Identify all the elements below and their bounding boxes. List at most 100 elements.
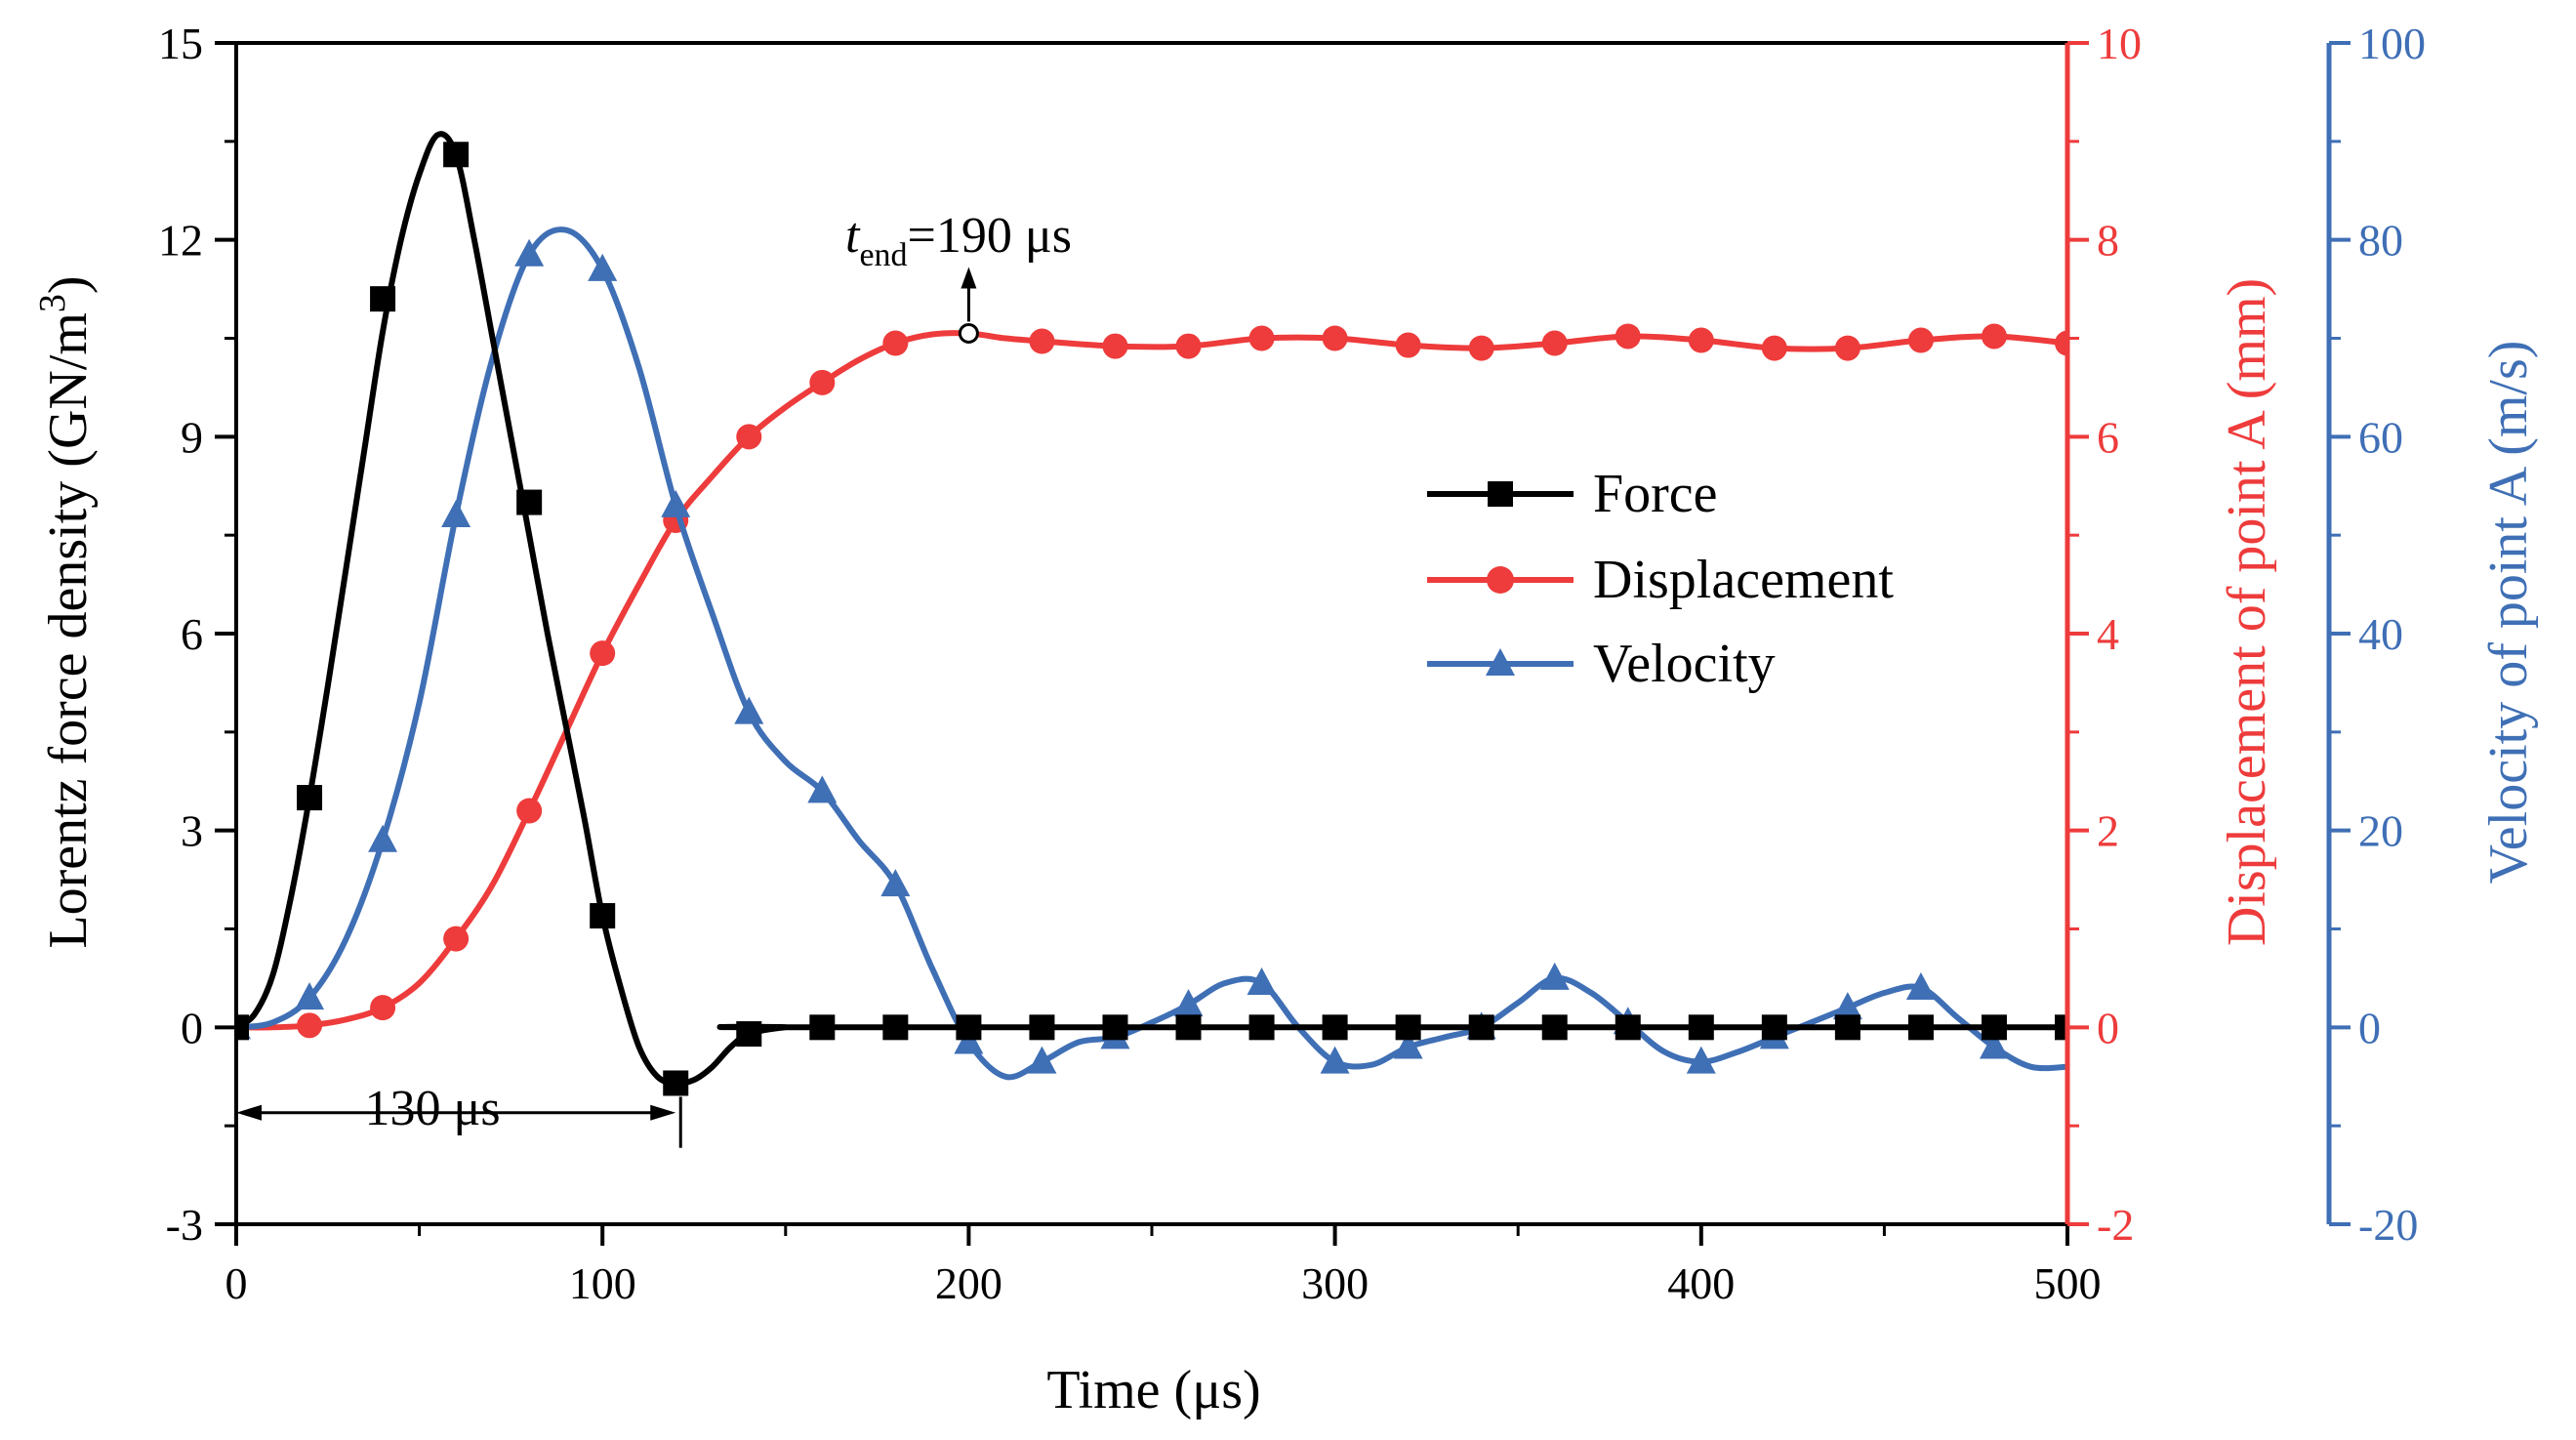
marker-displacement (1907, 327, 1934, 353)
velocity-tick-label: 0 (2358, 1003, 2381, 1052)
span-arrow-head-right (650, 1104, 676, 1121)
marker-displacement (297, 1012, 323, 1039)
x-tick-label: 500 (2034, 1258, 2102, 1308)
velocity-tick-label: 40 (2358, 609, 2403, 659)
displacement-axis-title: Displacement of point A (mm) (2217, 278, 2277, 946)
x-tick-label: 0 (225, 1258, 248, 1308)
marker-velocity (514, 238, 545, 267)
marker-velocity (1173, 989, 1204, 1017)
legend-marker-displacement (1487, 566, 1514, 594)
marker-velocity (441, 500, 471, 527)
legend: Force Displacement Velocity (1427, 464, 1894, 694)
annotation-span-label: 130 μs (364, 1081, 500, 1136)
marker-force (1615, 1014, 1641, 1041)
displacement-tick-label: 2 (2097, 806, 2119, 856)
marker-force (1834, 1014, 1860, 1041)
marker-force (1175, 1014, 1202, 1041)
marker-force (663, 1070, 689, 1096)
annotation-tend-arrow (958, 267, 979, 344)
force-tick-label: 15 (158, 19, 203, 68)
series-line-velocity (236, 226, 2067, 1081)
annotation-tend-label: tend=190 μs (845, 208, 1072, 273)
force-tick-label: -3 (166, 1200, 203, 1250)
marker-velocity (1905, 972, 1936, 1000)
force-axis-title-sup: 3 (32, 294, 73, 312)
marker-force (736, 1021, 762, 1048)
marker-displacement (1102, 333, 1128, 359)
marker-velocity (1393, 1031, 1423, 1059)
marker-force (1688, 1014, 1714, 1041)
marker-displacement (516, 798, 543, 824)
tend-open-circle (958, 322, 979, 344)
marker-force (1468, 1014, 1494, 1041)
force-axis-title-end: ) (38, 275, 99, 294)
annotation-tend-sub: end (859, 237, 907, 273)
force-axis-title-main: Lorentz force density (GN/m (38, 312, 99, 949)
marker-displacement (443, 926, 470, 952)
marker-displacement (1029, 328, 1055, 354)
marker-displacement (736, 424, 762, 450)
legend-label-displacement: Displacement (1593, 550, 1894, 610)
x-tick-label: 300 (1301, 1258, 1369, 1308)
marker-displacement (1468, 335, 1494, 361)
marker-force (370, 286, 396, 312)
marker-force (809, 1014, 836, 1041)
marker-force (590, 903, 616, 929)
legend-label-force: Force (1593, 464, 1718, 524)
force-tick-label: 9 (181, 412, 203, 462)
marker-velocity (1320, 1046, 1350, 1074)
marker-force (1322, 1014, 1348, 1041)
marker-displacement (1248, 325, 1275, 351)
velocity-tick-label: -20 (2358, 1200, 2418, 1250)
marker-force (1248, 1014, 1275, 1041)
annotation-span: 130 μs (236, 1081, 682, 1148)
marker-force (1981, 1014, 2007, 1041)
marker-velocity (880, 869, 911, 897)
marker-displacement (370, 995, 396, 1021)
marker-displacement (809, 369, 836, 395)
marker-velocity (295, 982, 325, 1010)
force-tick-label: 12 (158, 216, 203, 266)
marker-force (956, 1014, 982, 1041)
marker-displacement (1834, 335, 1860, 361)
legend-marker-velocity (1486, 648, 1515, 676)
force-axis-title: Lorentz force density (GN/m3) (32, 275, 99, 948)
force-tick-label: 6 (181, 609, 203, 659)
displacement-tick-label: -2 (2097, 1200, 2134, 1250)
marker-velocity (1027, 1046, 1057, 1074)
velocity-axis-title: Velocity of point A (m/s) (2478, 341, 2539, 885)
marker-displacement (1981, 323, 2007, 350)
marker-velocity (1247, 967, 1277, 995)
force-tick-label: 3 (181, 806, 203, 856)
marker-force (1907, 1014, 1934, 1041)
marker-displacement (1615, 323, 1641, 350)
marker-displacement (1688, 327, 1714, 353)
legend-item-displacement: Displacement (1427, 550, 1894, 610)
legend-item-force: Force (1427, 464, 1718, 524)
marker-displacement (1541, 330, 1568, 356)
marker-force (1761, 1014, 1787, 1041)
displacement-tick-label: 6 (2097, 412, 2119, 462)
series-displacement (236, 323, 2067, 1041)
marker-force (1029, 1014, 1055, 1041)
marker-velocity (1686, 1046, 1716, 1074)
x-axis-title: Time (μs) (1046, 1360, 1260, 1420)
force-tick-label: 0 (181, 1003, 203, 1052)
displacement-tick-label: 8 (2097, 216, 2119, 266)
marker-force (882, 1014, 909, 1041)
velocity-tick-label: 100 (2358, 19, 2426, 68)
x-tick-label: 400 (1667, 1258, 1735, 1308)
marker-displacement (1761, 335, 1787, 361)
marker-velocity (807, 775, 838, 803)
annotation-tend-t: t (845, 208, 861, 264)
series-layer (236, 131, 2067, 1096)
marker-force (1102, 1014, 1128, 1041)
tend-arrow-head (961, 267, 977, 289)
marker-displacement (590, 640, 616, 667)
marker-force (443, 142, 470, 168)
marker-displacement (1322, 325, 1348, 351)
velocity-tick-label: 60 (2358, 412, 2403, 462)
marker-velocity (734, 696, 764, 724)
marker-velocity (1539, 962, 1570, 990)
